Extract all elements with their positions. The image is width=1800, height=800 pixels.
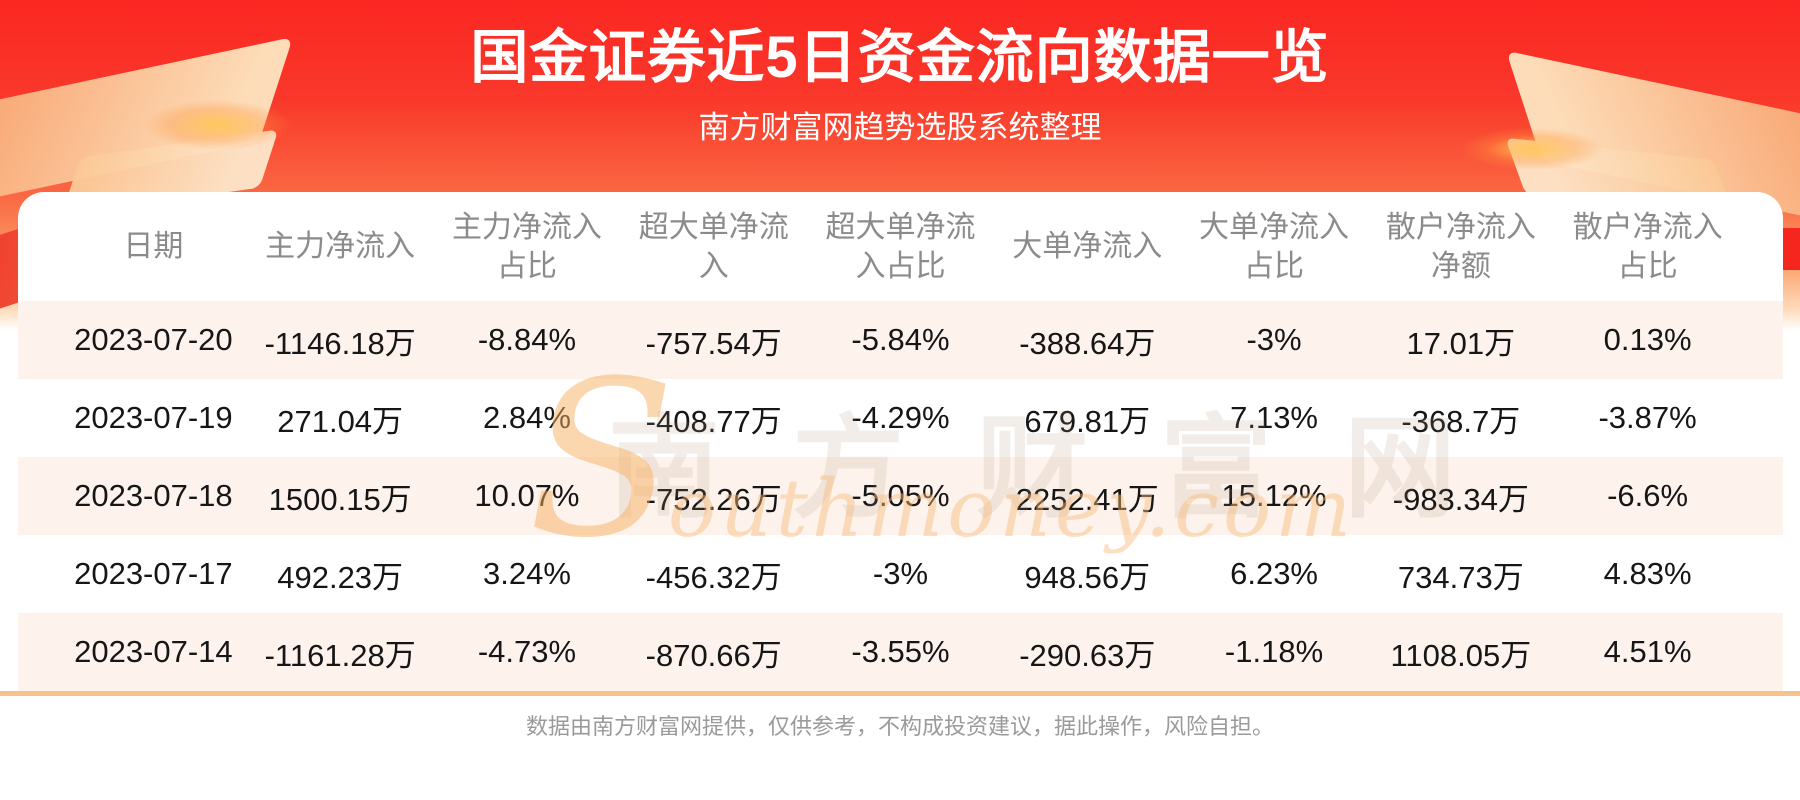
table-cell: -1161.28万: [264, 637, 416, 673]
footer-disclaimer: 数据由南方财富网提供，仅供参考，不构成投资建议，据此操作，风险自担。: [525, 714, 1274, 739]
table-cell: -6.6%: [1607, 478, 1689, 513]
decoration-red-ribbon-right: [1783, 228, 1800, 270]
table-cell: -3%: [1246, 322, 1302, 357]
table-cell: -8.84%: [477, 322, 577, 357]
table-cell: -3%: [872, 556, 929, 591]
table-cell: 679.81万: [1024, 403, 1151, 439]
table-row: 2023-07-18 1500.15万 10.07% -752.26万 -5.0…: [18, 457, 1783, 535]
table-cell: 6.23%: [1230, 556, 1318, 591]
page-subtitle: 南方财富网趋势选股系统整理: [698, 110, 1102, 145]
table-row: 2023-07-19 271.04万 2.84% -408.77万 -4.29%…: [18, 379, 1783, 457]
data-card: 日期 主力净流入 主力净流入 占比 超大单净流 入 超大单净流 入占比 大单净流…: [18, 192, 1783, 800]
table-cell: -3.87%: [1598, 400, 1697, 435]
table-cell: -3.55%: [851, 634, 950, 669]
column-header-main-net-inflow: 主力净流入: [265, 230, 416, 263]
date-cell: 2023-07-14: [74, 634, 233, 669]
table-header-row: 日期 主力净流入 主力净流入 占比 超大单净流 入 超大单净流 入占比 大单净流…: [18, 192, 1783, 301]
column-header-large-order-net-inflow-pct: 大单净流入 占比: [1199, 210, 1350, 283]
table-cell: -983.34万: [1392, 481, 1529, 517]
table-row: 2023-07-17 492.23万 3.24% -456.32万 -3% 94…: [18, 535, 1783, 613]
table-cell: 10.07%: [474, 478, 580, 513]
table-cell: 0.13%: [1603, 322, 1692, 357]
table-cell: 271.04万: [277, 403, 404, 439]
table-cell: 3.24%: [482, 556, 571, 591]
table-cell: -4.29%: [851, 400, 950, 435]
column-header-main-net-inflow-pct: 主力净流入 占比: [451, 210, 602, 283]
table-cell: 15.12%: [1221, 478, 1327, 513]
table-cell: -870.66万: [645, 637, 782, 673]
table-cell: -1146.18万: [264, 325, 416, 361]
table-cell: -1.18%: [1224, 634, 1324, 669]
date-cell: 2023-07-20: [74, 322, 233, 357]
page-title: 国金证券近5日资金流向数据一览: [470, 25, 1330, 90]
table-cell: 1500.15万: [268, 481, 412, 517]
divider-line: [0, 691, 1800, 696]
table-cell: 4.83%: [1603, 556, 1692, 591]
column-header-large-order-net-inflow: 大单净流入: [1012, 230, 1163, 263]
table-row: 2023-07-20 -1146.18万 -8.84% -757.54万 -5.…: [18, 301, 1783, 379]
table-cell: 4.51%: [1603, 634, 1692, 669]
table-cell: -5.84%: [851, 322, 950, 357]
column-header-date: 日期: [123, 230, 184, 263]
table-cell: -757.54万: [645, 325, 782, 361]
table-cell: 492.23万: [277, 559, 404, 595]
table-cell: 734.73万: [1397, 559, 1524, 595]
date-cell: 2023-07-18: [74, 478, 233, 513]
column-header-retail-net-inflow-pct: 散户净流入 占比: [1572, 210, 1723, 283]
table-cell: 2.84%: [482, 400, 571, 435]
table-cell: -4.73%: [477, 634, 577, 669]
table-cell: 1108.05万: [1390, 637, 1532, 673]
table-cell: 7.13%: [1230, 400, 1318, 435]
column-header-xl-order-net-inflow-pct: 超大单净流 入占比: [825, 210, 976, 283]
table-cell: 948.56万: [1024, 559, 1151, 595]
table-cell: -290.63万: [1019, 637, 1156, 673]
table-cell: 17.01万: [1406, 325, 1516, 361]
date-cell: 2023-07-19: [74, 400, 233, 435]
table-cell: 2252.41万: [1015, 481, 1159, 517]
table-cell: -456.32万: [645, 559, 782, 595]
table-cell: -752.26万: [645, 481, 782, 517]
column-header-retail-net-inflow: 散户净流入 净额: [1385, 210, 1536, 283]
column-header-xl-order-net-inflow: 超大单净流 入: [638, 210, 789, 283]
table-row: 2023-07-14 -1161.28万 -4.73% -870.66万 -3.…: [18, 613, 1783, 691]
date-cell: 2023-07-17: [74, 556, 233, 591]
table-cell: -408.77万: [645, 403, 782, 439]
table-cell: -388.64万: [1019, 325, 1156, 361]
table-cell: -5.05%: [851, 478, 950, 513]
table-cell: -368.7万: [1401, 403, 1521, 439]
